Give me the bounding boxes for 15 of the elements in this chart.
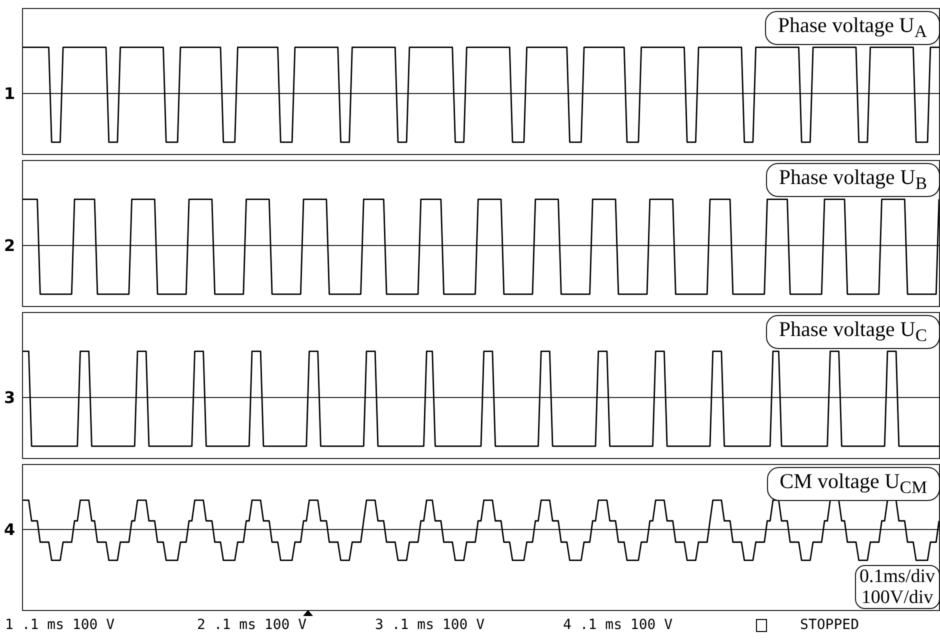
text: STOPPED [800,616,860,634]
text: 4 .1 ms 100 V [563,616,673,634]
chart-title: Phase voltage U$_{A}$ [764,11,940,46]
text: 3 .1 ms 100 V [375,616,485,634]
y-axis-title: 2 [4,236,16,254]
y-axis-title: 4 [4,520,16,538]
chart-title: Phase voltage U$_{B}$ [766,163,940,198]
chart-title: CM voltage U$_{CM}$ [766,467,940,502]
text: 0.1ms/div [860,566,935,587]
chart-title: Phase voltage U$_{C}$ [766,315,940,350]
text: 1 .1 ms 100 V [5,616,115,634]
y-axis-title: 3 [4,388,16,406]
y-axis-title: 1 [4,84,16,102]
text: 2 .1 ms 100 V [197,616,307,634]
text: 100V/div [861,587,934,608]
